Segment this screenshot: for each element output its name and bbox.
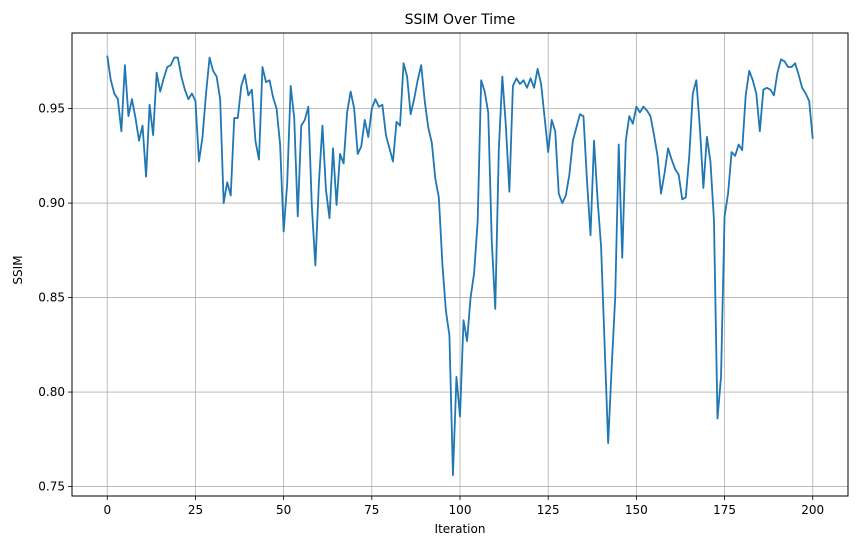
x-tick-label: 125 — [537, 503, 560, 517]
y-tick-label: 0.95 — [38, 102, 65, 116]
x-tick-label: 0 — [103, 503, 111, 517]
grid-lines — [72, 33, 848, 496]
y-tick-label: 0.80 — [38, 385, 65, 399]
y-axis-ticks: 0.75 0.80 0.85 0.90 0.95 — [38, 102, 72, 494]
y-tick-label: 0.75 — [38, 480, 65, 494]
x-axis-label: Iteration — [435, 522, 486, 536]
y-tick-label: 0.90 — [38, 196, 65, 210]
y-axis-label: SSIM — [11, 255, 25, 284]
x-tick-label: 175 — [713, 503, 736, 517]
series-line — [106, 55, 814, 477]
x-tick-label: 150 — [625, 503, 648, 517]
series-group — [106, 55, 814, 477]
x-tick-label: 75 — [364, 503, 379, 517]
x-tick-label: 200 — [801, 503, 824, 517]
chart-title: SSIM Over Time — [405, 12, 516, 28]
x-tick-label: 25 — [188, 503, 203, 517]
x-tick-label: 50 — [276, 503, 291, 517]
x-tick-label: 100 — [449, 503, 472, 517]
x-axis-ticks: 0 25 50 75 100 125 150 175 200 — [103, 496, 824, 517]
y-tick-label: 0.85 — [38, 291, 65, 305]
